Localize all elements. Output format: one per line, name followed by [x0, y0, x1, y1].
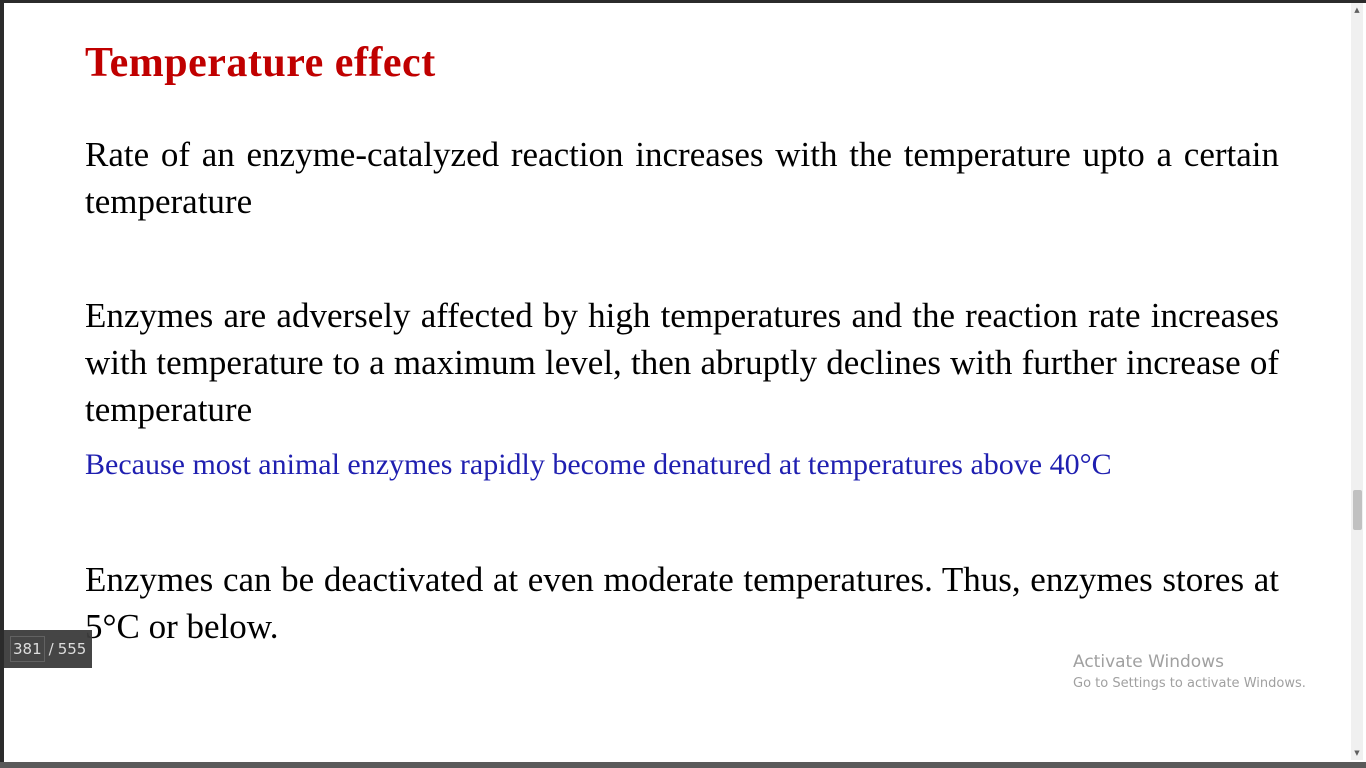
activation-watermark: Activate Windows Go to Settings to activ… [1073, 651, 1306, 693]
frame-top-border [0, 0, 1366, 3]
paragraph-deactivation: Enzymes can be deactivated at even moder… [85, 560, 1279, 646]
scroll-down-icon[interactable]: ▼ [1354, 749, 1360, 757]
page-total: 555 [57, 640, 87, 658]
paragraph-high-temperature: Enzymes are adversely affected by high t… [85, 296, 1279, 429]
page-counter: 381 / 555 [4, 630, 93, 668]
slide-title: Temperature effect [85, 40, 436, 86]
vertical-scrollbar[interactable]: ▲ ▼ [1351, 3, 1363, 760]
watermark-subtitle: Go to Settings to activate Windows. [1073, 676, 1306, 691]
scroll-thumb[interactable] [1353, 490, 1362, 530]
paragraph-rate-increase: Rate of an enzyme-catalyzed reaction inc… [85, 135, 1279, 221]
slide-page: Temperature effect Rate of an enzyme-cat… [8, 3, 1352, 760]
page-number-input[interactable]: 381 [10, 636, 45, 662]
watermark-title: Activate Windows [1073, 652, 1224, 672]
paragraph-denatured-note: Because most animal enzymes rapidly beco… [85, 448, 1112, 481]
page-separator: / [48, 640, 54, 658]
scroll-up-icon[interactable]: ▲ [1354, 6, 1360, 14]
frame-bottom-border [0, 762, 1366, 768]
frame-left-border [0, 0, 4, 768]
